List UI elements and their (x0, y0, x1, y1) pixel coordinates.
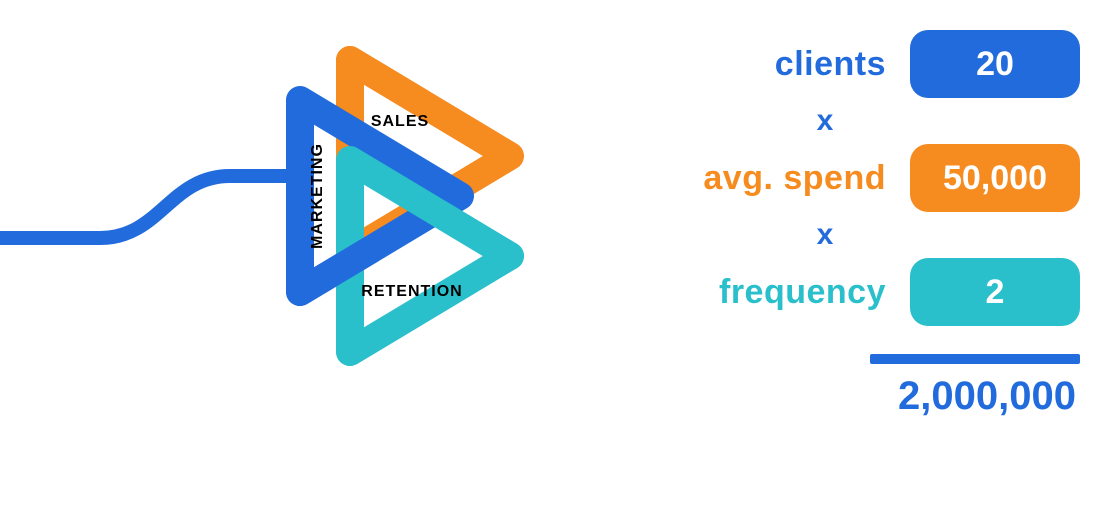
revenue-calculation: clients 20 x avg. spend 50,000 x frequen… (640, 30, 1080, 419)
total-value: 2,000,000 (898, 374, 1080, 419)
total-divider (870, 354, 1080, 364)
label-avgspend: avg. spend (703, 159, 886, 198)
operator-1: x (640, 104, 1080, 138)
growth-loop-diagram: SALES MARKETING RETENTION (0, 0, 600, 420)
operator-2: x (640, 218, 1080, 252)
weave-teal-over-orange (440, 214, 510, 256)
label-sales: SALES (371, 113, 429, 130)
pill-avgspend: 50,000 (910, 144, 1080, 212)
label-clients: clients (775, 45, 886, 84)
label-marketing: MARKETING (309, 143, 326, 249)
pill-clients: 20 (910, 30, 1080, 98)
row-clients: clients 20 (640, 30, 1080, 98)
row-avgspend: avg. spend 50,000 (640, 144, 1080, 212)
label-frequency: frequency (719, 273, 886, 312)
label-retention: RETENTION (361, 283, 462, 300)
row-frequency: frequency 2 (640, 258, 1080, 326)
pill-frequency: 2 (910, 258, 1080, 326)
input-cable (0, 176, 300, 238)
